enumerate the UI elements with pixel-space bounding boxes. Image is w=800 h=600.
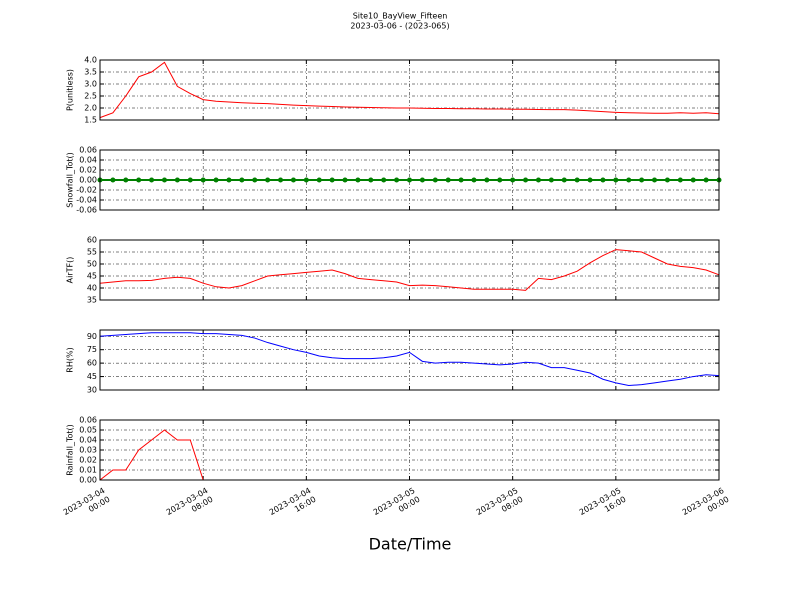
y-axis-label: RH(%) [66,347,75,372]
data-point [471,177,477,183]
y-tick-label: 2.5 [84,92,97,101]
data-point [445,177,451,183]
data-point [510,177,516,183]
y-tick-label: 40 [87,284,97,293]
data-point [626,177,632,183]
data-line [99,61,720,119]
y-tick-label: 30 [87,386,97,395]
data-point [200,177,206,183]
y-tick-label: 3.5 [84,68,97,77]
y-tick-label: 0.03 [79,446,97,455]
y-tick-label: 3.0 [84,80,97,89]
data-point [664,177,670,183]
y-axis-label: Rainfall_Tot() [66,424,75,476]
data-point [342,177,348,183]
data-point [136,177,142,183]
data-point [239,177,245,183]
x-axis-label: Date/Time [369,535,452,554]
y-axis-label: Snowfall_Tot() [66,152,75,208]
data-point [278,177,284,183]
y-tick-label: 0.00 [79,476,97,485]
y-tick-label: 60 [87,359,97,368]
data-point [174,177,180,183]
data-point [690,177,696,183]
data-point [355,177,361,183]
data-point [523,177,529,183]
data-point [407,177,412,183]
y-axis-label: P(unitless) [66,69,75,111]
data-point [161,177,167,183]
data-point [290,177,296,183]
y-tick-label: 0.06 [79,146,97,155]
data-point [613,177,619,183]
data-point [252,177,258,183]
data-point [548,177,554,183]
data-line [99,249,720,291]
y-tick-label: 0.06 [79,416,97,425]
y-tick-label: 0.02 [79,166,97,175]
data-point [458,177,464,183]
data-point [394,177,400,183]
y-tick-label: 0.04 [79,436,97,445]
y-tick-label: -0.02 [76,186,97,195]
plot-frame [99,329,720,391]
data-point [316,177,322,183]
data-point [329,177,335,183]
y-tick-label: 60 [87,236,97,245]
y-tick-label: -0.06 [76,206,97,215]
y-tick-label: 45 [87,272,97,281]
data-point [484,177,490,183]
y-tick-label: 0.00 [79,176,97,185]
chart-subtitle: 2023-03-06 - (2023-065) [350,22,449,31]
data-point [149,177,155,183]
y-tick-label: 4.0 [84,56,97,65]
plot-frame [99,59,720,121]
data-point [574,177,580,183]
data-point [226,177,232,183]
y-tick-label: -0.04 [76,196,97,205]
y-tick-label: 1.5 [84,116,97,125]
y-tick-label: 50 [87,260,97,269]
data-point [265,177,271,183]
data-point [600,177,606,183]
chart-title: Site10_BayView_Fifteen [353,12,448,21]
y-tick-label: 0.02 [79,456,97,465]
data-point [123,177,129,183]
plot-frame [99,239,720,301]
data-point [419,177,425,183]
y-tick-label: 45 [87,372,97,381]
data-point [432,177,438,183]
data-point [535,177,541,183]
y-tick-label: 75 [87,345,97,354]
data-line [99,332,720,387]
data-point [368,177,374,183]
plot-frame [99,149,720,211]
data-point [587,177,593,183]
data-point [497,177,503,183]
data-point [110,177,116,183]
data-point [561,177,567,183]
y-axis-label: AirTF() [66,257,75,284]
y-tick-label: 0.01 [79,466,97,475]
data-point [677,177,683,183]
y-tick-label: 90 [87,332,97,341]
y-tick-label: 2.0 [84,104,97,113]
y-tick-label: 35 [87,296,97,305]
data-point [703,177,709,183]
plot-frame [99,419,720,481]
data-point [639,177,645,183]
y-tick-label: 0.04 [79,156,97,165]
data-point [652,177,658,183]
y-tick-label: 0.05 [79,426,97,435]
data-point [187,177,193,183]
y-tick-label: 55 [87,248,97,257]
data-point [381,177,387,183]
data-point [213,177,219,183]
data-point [303,177,309,183]
